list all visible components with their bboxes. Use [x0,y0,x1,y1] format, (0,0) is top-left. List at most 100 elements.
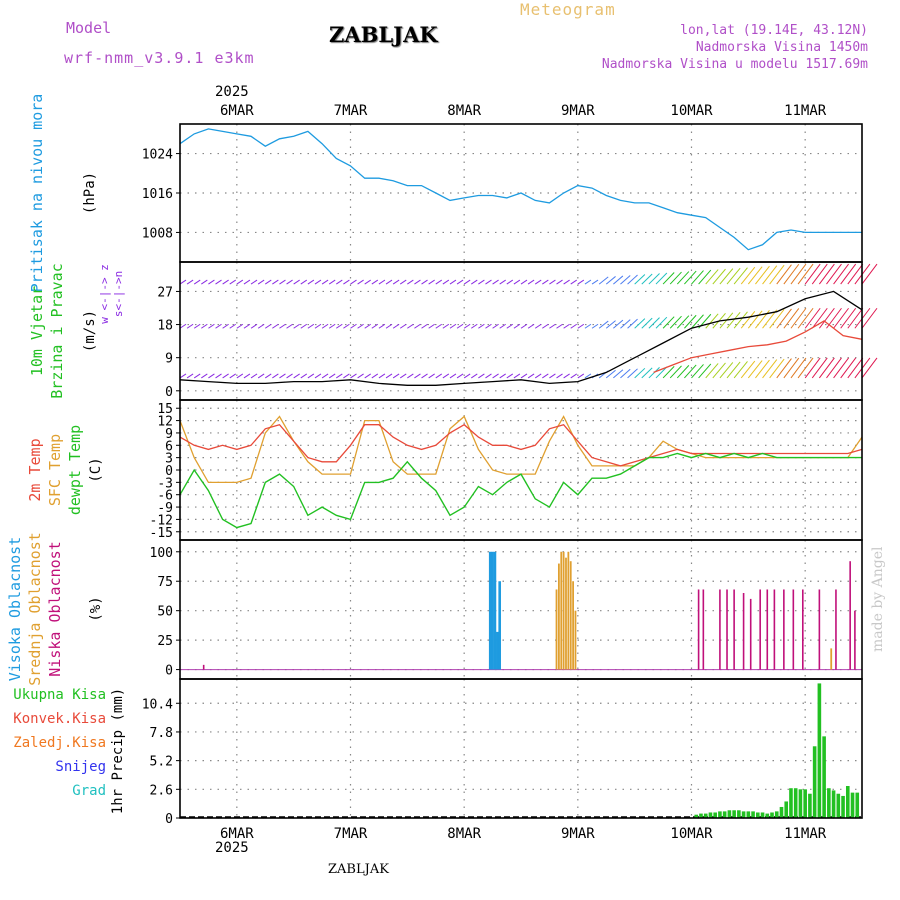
wind-barb [811,307,828,329]
wind-barb [797,357,814,379]
wind-barb [655,272,668,285]
wind-barb [378,373,386,379]
wind-barb [527,323,535,329]
precip-legend-item: Snijeg [55,759,106,775]
wind-barb [591,279,599,285]
wind-barb [350,279,357,285]
y-tick-label: 1016 [142,187,173,202]
wind-barb [833,263,849,285]
wind-barb [421,323,428,329]
y-tick-label: 0 [165,385,173,400]
wind-barb [364,279,371,285]
wind-barb [272,323,279,329]
wind-barb [627,318,638,329]
x-tick-label-top: 10MAR [670,103,713,119]
wind-barb [747,310,763,329]
wind-barb [222,323,229,329]
cloud-bar [491,551,494,670]
wind-barb [733,267,748,285]
wind-barb [790,263,807,285]
wind-barb [676,271,690,285]
wind-barb [421,279,428,285]
wind-barb [648,273,660,285]
wind-barb [542,373,549,379]
cloud-bar [498,581,501,670]
model-label: Model [66,19,112,37]
wind-barb [570,279,578,285]
wind-compass-b: s<-|->n [112,271,125,317]
wind-barb [662,272,675,285]
wind-barb [222,373,229,379]
wind-barb [264,373,272,379]
wind-barb [201,279,208,285]
cloud-bar [849,561,851,670]
wind-barb [485,323,492,329]
y-tick-label: 7.8 [150,726,173,741]
wind-ylabel-b: Brzina i Pravac [48,263,66,398]
model-elevation: Nadmorska Visina u modelu 1517.69m [601,57,868,72]
wind-barb [790,307,807,329]
wind-barb [470,373,478,379]
y-tick-label: 75 [157,575,173,590]
wind-barb [570,373,578,379]
cloud-bar [792,589,795,670]
wind-barb [755,359,770,379]
wind-barb [563,373,570,379]
precip-bar [765,813,770,818]
wind-barb [449,279,457,285]
wind-barb [584,279,592,285]
wind-barb [272,373,279,379]
precip-bar [770,812,774,818]
y-tick-label: -15 [150,526,173,541]
wind-barb [783,357,800,379]
wind-barb [392,323,400,329]
wind-barb [719,362,734,379]
model-name: wrf-nmm_v3.9.1 e3km [64,49,255,67]
wind-barb [407,323,414,329]
wind-barb [293,373,300,379]
wind-barb [577,279,585,285]
precip-bar [699,813,703,818]
wind-barb [435,373,443,379]
wind-barb [208,373,215,379]
cloud-bar [801,589,804,670]
y-tick-label: 50 [157,605,173,620]
wind-barb [698,363,712,379]
wind-barb [776,308,792,329]
wind-barb [364,323,371,329]
cloud-bar [488,551,492,670]
wind-barb [343,373,350,379]
wind-barb [399,323,407,329]
wind-barb [620,275,631,285]
wind-barb [456,323,464,329]
cloud-bar [562,551,565,670]
cloud-bar [572,581,574,670]
precip-bar [836,793,841,818]
wind-barb [570,323,578,329]
wind-barb [236,373,244,379]
wind-barb [769,358,785,379]
wind-barb [307,323,315,329]
wind-barb [527,373,535,379]
wind-barb [300,323,308,329]
wind-barb [783,308,800,329]
wind-barbs [179,263,878,379]
wind-barb [336,373,343,379]
wind-barb [293,323,300,329]
precip-bar [760,812,765,818]
wind-barb [442,279,450,285]
year-bottom: 2025 [215,840,249,856]
wind-barb [428,373,435,379]
wind-unit: (m/s) [82,310,98,352]
wind-barb [506,373,514,379]
wind-barb [499,323,506,329]
x-tick-label-top: 6MAR [220,103,254,119]
wind-barb [520,323,528,329]
precip-bar [741,811,746,818]
wind-barb [229,279,237,285]
wind-barb [861,357,878,379]
wind-barb [776,358,792,379]
wind-barb [392,279,400,285]
pressure-line [179,128,862,251]
